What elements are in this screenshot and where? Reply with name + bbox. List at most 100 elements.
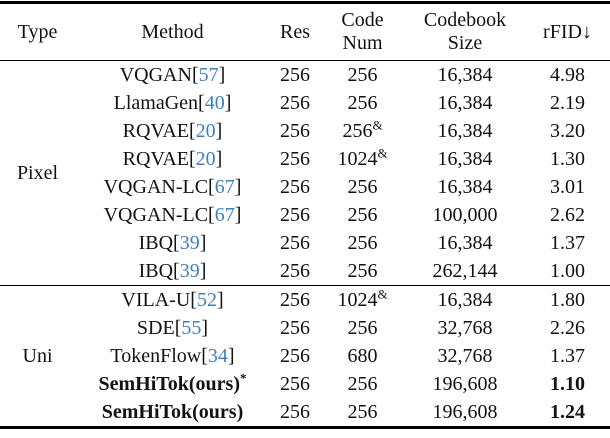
table-row: LlamaGen[40] 256 256 16,384 2.19	[0, 89, 610, 117]
citation-link[interactable]: 39	[179, 260, 200, 282]
cite-bracket-close: ]	[215, 120, 223, 142]
codebook-size-cell: 16,384	[437, 176, 493, 198]
code-num-value: 256	[347, 176, 378, 198]
citation-link[interactable]: 39	[179, 232, 200, 254]
codebook-size-cell: 16,384	[437, 120, 493, 142]
method-name: SemHiTok(ours)	[98, 373, 240, 395]
citation-link[interactable]: 34	[207, 345, 228, 367]
code-num-cell: 256	[320, 257, 405, 286]
cite-bracket-close: ]	[234, 204, 242, 226]
citation-link[interactable]: 52	[196, 289, 217, 311]
code-num-cell: 256	[320, 229, 405, 257]
code-num-value: 680	[347, 345, 378, 367]
type-group-pixel: Pixel	[16, 162, 59, 184]
res-cell: 256	[280, 260, 310, 282]
cite-bracket-open: [	[173, 260, 180, 282]
cite-bracket-open: [	[173, 232, 180, 254]
code-num-cell: 256	[320, 370, 405, 398]
cite-bracket-open: [	[174, 317, 182, 339]
rfid-cell: 4.98	[550, 64, 585, 86]
citation-link[interactable]: 20	[195, 148, 216, 170]
res-cell: 256	[280, 148, 310, 170]
rfid-cell: 1.24	[550, 401, 585, 423]
citation-link[interactable]: 57	[198, 64, 219, 86]
codebook-size-cell: 32,768	[437, 317, 493, 339]
res-cell: 256	[270, 285, 320, 314]
cite-bracket-open: [	[188, 148, 196, 170]
code-num-cell: 256	[320, 89, 405, 117]
method-name: TokenFlow	[110, 345, 202, 367]
code-num-cell: 256	[320, 398, 405, 428]
method-cell: VQGAN[57]	[75, 61, 270, 90]
cite-bracket-open: [	[208, 176, 215, 198]
rfid-cell: 1.30	[550, 148, 585, 170]
rfid-cell: 1.80	[525, 285, 610, 314]
codebook-size-cell: 16,384	[405, 285, 525, 314]
method-name: VILA-U	[121, 289, 191, 311]
citation-link[interactable]: 40	[204, 92, 225, 114]
method-name: VQGAN	[119, 64, 192, 86]
res-cell: 256	[280, 401, 310, 423]
table-row: IBQ[39] 256 256 262,144 1.00	[0, 257, 610, 286]
code-num-cell: 680	[320, 342, 405, 370]
res-cell: 256	[280, 345, 310, 367]
code-num-cell: 256	[320, 201, 405, 229]
method-cell: IBQ[39]	[75, 257, 270, 286]
cite-bracket-close: ]	[201, 317, 209, 339]
code-num-cell: 256	[320, 61, 405, 90]
method-name: RQVAE	[122, 120, 189, 142]
type-group-uni: Uni	[0, 285, 75, 428]
codebook-size-cell: 32,768	[437, 345, 493, 367]
code-num-value: 256	[342, 120, 373, 142]
code-num-superscript: &	[372, 117, 383, 133]
citation-link[interactable]: 67	[214, 176, 235, 198]
table-row: Uni VILA-U[52] 256 1024& 16,384 1.80	[0, 285, 610, 428]
cite-bracket-open: [	[208, 204, 215, 226]
cite-bracket-close: ]	[216, 289, 224, 311]
cite-bracket-close: ]	[224, 92, 232, 114]
code-num-value: 256	[347, 92, 378, 114]
table-row: IBQ[39] 256 256 16,384 1.37	[0, 229, 610, 257]
cite-bracket-close: ]	[218, 64, 226, 86]
citation-link[interactable]: 67	[214, 204, 235, 226]
table-row: SemHiTok(ours)* 256 256 196,608 1.10	[0, 370, 610, 398]
col-header-rfid: rFID↓	[525, 2, 610, 61]
table-row: VQGAN-LC[67] 256 256 16,384 3.01	[0, 173, 610, 201]
method-cell: RQVAE[20]	[75, 117, 270, 145]
method-name: SemHiTok(ours)	[101, 401, 244, 423]
table-row: SemHiTok(ours) 256 256 196,608 1.24	[0, 398, 610, 428]
codebook-size-cell: 16,384	[437, 148, 493, 170]
res-cell: 256	[280, 92, 310, 114]
code-num-value: 256	[347, 232, 378, 254]
rfid-cell: 2.26	[550, 317, 585, 339]
citation-link[interactable]: 55	[181, 317, 202, 339]
codebook-size-cell: 16,384	[437, 232, 493, 254]
res-cell: 256	[280, 204, 310, 226]
col-header-method: Method	[75, 2, 270, 61]
rfid-cell: 1.00	[550, 260, 585, 282]
code-num-cell: 1024&	[320, 145, 405, 173]
code-num-superscript: &	[377, 145, 388, 161]
code-num-cell: 1024&	[320, 285, 405, 314]
res-cell: 256	[280, 176, 310, 198]
codebook-size-cell: 262,144	[432, 260, 498, 282]
code-num-value: 256	[347, 373, 378, 395]
code-num-cell: 256	[320, 173, 405, 201]
method-cell: SDE[55]	[75, 314, 270, 342]
table-row: RQVAE[20] 256 1024& 16,384 1.30	[0, 145, 610, 173]
res-cell: 256	[280, 120, 310, 142]
method-cell: VQGAN-LC[67]	[75, 201, 270, 229]
method-name: VQGAN-LC	[103, 204, 209, 226]
table-row: SDE[55] 256 256 32,768 2.26	[0, 314, 610, 342]
citation-link[interactable]: 20	[195, 120, 216, 142]
rfid-cell: 2.19	[550, 92, 585, 114]
method-cell: SemHiTok(ours)	[75, 398, 270, 428]
method-cell: TokenFlow[34]	[75, 342, 270, 370]
code-num-value: 256	[347, 204, 378, 226]
cite-bracket-open: [	[190, 289, 197, 311]
method-cell: SemHiTok(ours)*	[75, 370, 270, 398]
code-num-value: 256	[347, 401, 378, 423]
table-row: RQVAE[20] 256 256& 16,384 3.20	[0, 117, 610, 145]
code-num-value: 256	[347, 64, 378, 86]
rfid-cell: 1.37	[550, 232, 585, 254]
